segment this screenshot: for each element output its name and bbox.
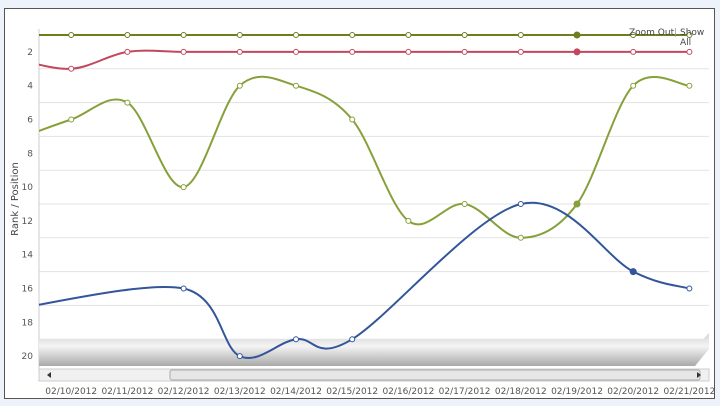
y-tick-label: 6: [27, 116, 33, 126]
data-point: [573, 200, 581, 208]
y-tick-label: 2: [27, 48, 33, 58]
data-point: [630, 82, 637, 89]
data-point: [124, 48, 131, 55]
y-tick-label: 16: [22, 285, 34, 295]
series-line: [39, 201, 690, 359]
data-point: [405, 217, 412, 224]
series-line: [39, 75, 690, 239]
y-tick-label: 4: [27, 82, 33, 92]
x-tick-label: 02/20/2012: [607, 387, 659, 397]
data-point: [686, 48, 693, 55]
scroll-right-icon: [697, 372, 701, 378]
data-point: [630, 48, 637, 55]
data-point: [124, 32, 131, 38]
data-point: [180, 285, 187, 292]
x-tick-label: 02/21/2012: [663, 387, 714, 397]
x-tick-label: 02/10/2012: [45, 387, 97, 397]
data-point: [349, 48, 356, 55]
x-tick-label: 02/11/2012: [101, 387, 153, 397]
data-point: [236, 82, 243, 89]
data-point: [629, 268, 637, 276]
y-tick-label: 12: [22, 217, 33, 227]
data-point: [461, 48, 468, 55]
series-group: [39, 31, 693, 360]
x-tick-label: 02/17/2012: [439, 387, 491, 397]
data-point: [180, 184, 187, 191]
data-point: [293, 82, 299, 89]
data-point: [630, 32, 637, 38]
chart-frame: 2 4 6 8 10 12 14 16 18 20 Rank / Position 02/10/201…: [4, 8, 715, 399]
rank-chart: 2 4 6 8 10 12 14 16 18 20 Rank / Position 02/10/201…: [10, 29, 714, 397]
data-point: [573, 31, 581, 39]
x-tick-label: 02/18/2012: [495, 387, 547, 397]
data-point: [461, 32, 468, 38]
x-tick-label: 02/13/2012: [214, 387, 266, 397]
y-tick-label: 8: [27, 149, 33, 159]
x-tick-label: 02/15/2012: [326, 387, 378, 397]
scroll-left-icon: [47, 372, 51, 378]
x-tick-label: 02/19/2012: [551, 387, 603, 397]
x-tick-label: 02/14/2012: [270, 387, 322, 397]
data-point: [293, 32, 299, 38]
data-point: [517, 48, 524, 55]
data-point: [236, 48, 243, 55]
range-band: [39, 333, 709, 366]
y-tick-label: 20: [22, 352, 34, 362]
data-point: [236, 32, 243, 38]
data-point: [349, 116, 356, 123]
y-tick-label: 10: [22, 183, 34, 193]
data-point: [349, 32, 356, 38]
x-tick-label: 02/12/2012: [158, 387, 210, 397]
data-point: [293, 336, 299, 343]
data-point: [405, 32, 412, 38]
data-point: [293, 48, 299, 55]
y-tick-label: 14: [22, 251, 34, 261]
data-point: [686, 285, 693, 292]
data-point: [68, 32, 75, 38]
show-all-link[interactable]: Show All: [680, 28, 705, 48]
data-point: [68, 65, 75, 72]
data-point: [68, 116, 75, 123]
data-point: [686, 32, 693, 38]
data-point: [405, 48, 412, 55]
x-tick-label: 02/16/2012: [382, 387, 434, 397]
link-separator: |: [674, 28, 678, 38]
data-point: [180, 32, 187, 38]
data-point: [517, 201, 524, 207]
y-axis-title: Rank / Position: [10, 162, 21, 236]
zoom-out-link[interactable]: Zoom Out: [629, 28, 675, 38]
data-point: [180, 48, 187, 55]
data-point: [686, 82, 693, 89]
data-point: [236, 353, 243, 360]
data-point: [349, 336, 356, 343]
y-tick-label: 18: [22, 318, 34, 328]
data-point: [517, 32, 524, 38]
data-point: [517, 234, 524, 241]
data-point: [573, 48, 581, 56]
scrollbar-thumb: [169, 369, 701, 381]
data-point: [461, 201, 468, 207]
data-point: [124, 99, 131, 106]
